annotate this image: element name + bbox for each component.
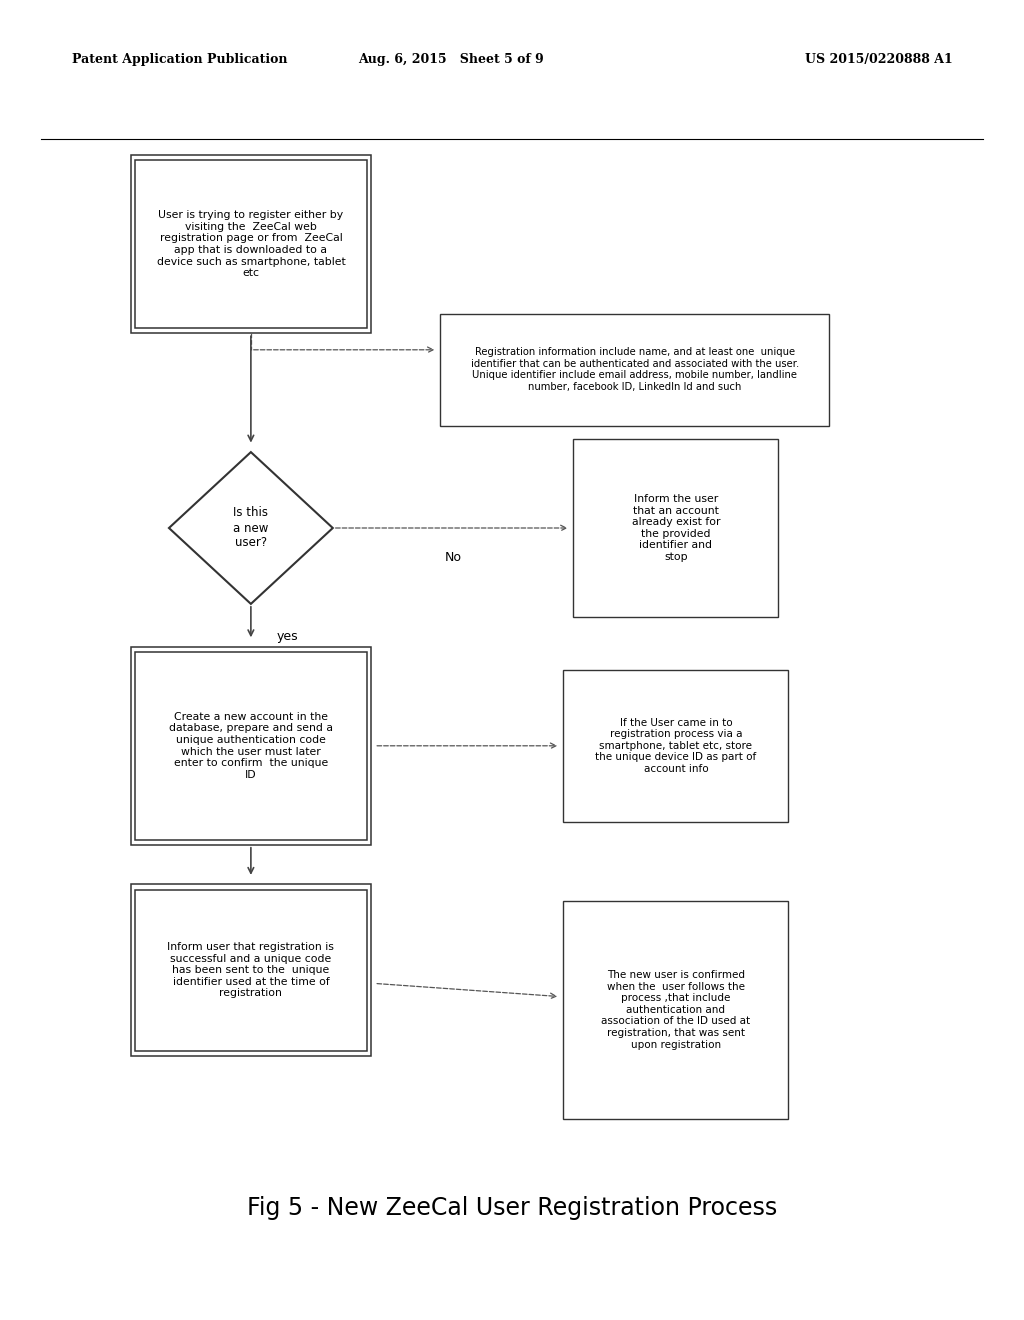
Text: Create a new account in the
database, prepare and send a
unique authentication c: Create a new account in the database, pr… bbox=[169, 711, 333, 780]
Text: Registration information include name, and at least one  unique
identifier that : Registration information include name, a… bbox=[471, 347, 799, 392]
Text: If the User came in to
registration process via a
smartphone, tablet etc, store
: If the User came in to registration proc… bbox=[595, 718, 757, 774]
Bar bbox=[563, 671, 788, 821]
Text: yes: yes bbox=[276, 631, 298, 643]
Text: Is this
a new
user?: Is this a new user? bbox=[233, 507, 268, 549]
Bar bbox=[135, 161, 367, 329]
Bar bbox=[131, 156, 371, 334]
Bar bbox=[440, 314, 829, 425]
Text: Inform the user
that an account
already exist for
the provided
identifier and
st: Inform the user that an account already … bbox=[632, 494, 720, 562]
Bar bbox=[135, 890, 367, 1051]
Text: Aug. 6, 2015   Sheet 5 of 9: Aug. 6, 2015 Sheet 5 of 9 bbox=[357, 53, 544, 66]
Polygon shape bbox=[169, 451, 333, 605]
Text: US 2015/0220888 A1: US 2015/0220888 A1 bbox=[805, 53, 952, 66]
Text: Fig 5 - New ZeeCal User Registration Process: Fig 5 - New ZeeCal User Registration Pro… bbox=[247, 1196, 777, 1220]
Bar bbox=[131, 647, 371, 845]
Text: No: No bbox=[444, 550, 462, 564]
Text: Inform user that registration is
successful and a unique code
has been sent to t: Inform user that registration is success… bbox=[168, 942, 334, 998]
Text: Patent Application Publication: Patent Application Publication bbox=[72, 53, 287, 66]
Text: The new user is confirmed
when the  user follows the
process ,that include
authe: The new user is confirmed when the user … bbox=[601, 970, 751, 1049]
Bar bbox=[131, 884, 371, 1056]
Text: User is trying to register either by
visiting the  ZeeCal web
registration page : User is trying to register either by vis… bbox=[157, 210, 345, 279]
Bar bbox=[573, 438, 778, 618]
Bar bbox=[135, 652, 367, 840]
Bar bbox=[563, 900, 788, 1119]
